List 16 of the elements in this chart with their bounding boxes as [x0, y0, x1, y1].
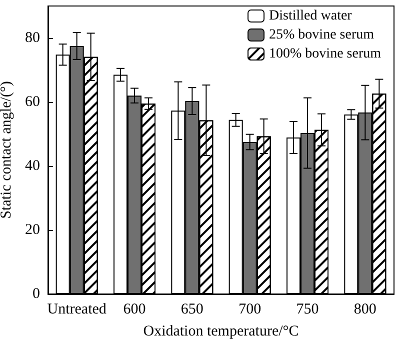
x-tick-label: 700 — [238, 302, 262, 318]
legend-label: Distilled water — [269, 8, 352, 24]
y-tick-label: 60 — [25, 94, 40, 110]
legend-label: 100% bovine serum — [269, 46, 382, 62]
y-tick-label: 80 — [25, 30, 40, 46]
x-tick-label: 600 — [123, 302, 146, 318]
x-tick-label: 800 — [354, 302, 376, 318]
legend-label: 25% bovine serum — [269, 28, 374, 42]
x-tick-label: 650 — [180, 302, 204, 318]
y-tick-label: 0 — [32, 286, 40, 302]
y-tick-label: 20 — [25, 222, 40, 238]
x-tick-label: Untreated — [47, 302, 107, 318]
y-axis-title: Static contact angle/(°) — [0, 81, 15, 219]
x-axis-title: Oxidation temperature/°C — [143, 324, 299, 340]
x-tick-label: 750 — [296, 302, 319, 318]
y-tick-label: 40 — [25, 158, 40, 174]
